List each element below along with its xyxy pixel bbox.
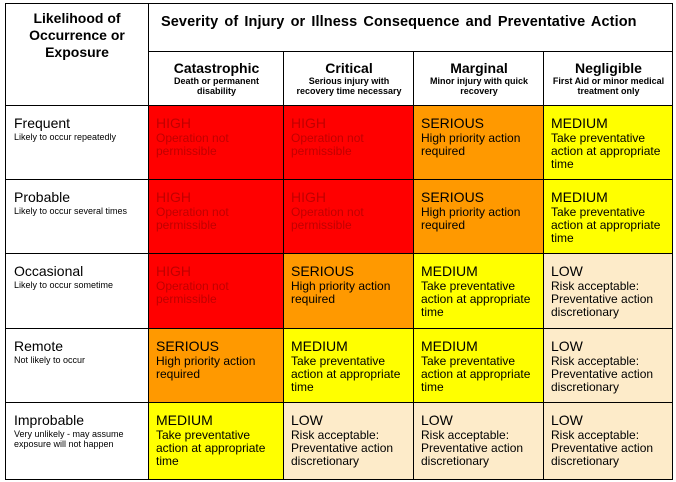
risk-action-text: Risk acceptable: Preventative action dis… [551, 279, 654, 319]
risk-action-text: Risk acceptable: Preventative action dis… [421, 428, 524, 468]
likelihood-name: Improbable [14, 412, 85, 428]
risk-level-label: MEDIUM [551, 189, 608, 205]
risk-action-text: Take preventative action at appropriate … [156, 428, 266, 468]
risk-action-text: High priority action required [156, 354, 256, 381]
likelihood-row-improbable: Improbable Very unlikely - may assume exp… [5, 402, 673, 480]
risk-matrix-body: Frequent Likely to occur repeatedly HIGH Op… [5, 105, 673, 480]
risk-cell-high: HIGH Operation not permissible [148, 105, 284, 180]
risk-level-label: HIGH [291, 115, 326, 131]
risk-level-label: LOW [291, 412, 323, 428]
risk-action-text: Operation not permissible [291, 131, 364, 158]
likelihood-header: Likelihood of Occurrence or Exposure [5, 3, 149, 106]
likelihood-description: Not likely to occur [14, 355, 86, 365]
risk-level-label: SERIOUS [156, 338, 220, 354]
severity-catastrophic: Catastrophic Death or permanent disabili… [148, 51, 284, 106]
risk-level-label: HIGH [156, 189, 191, 205]
severity-marginal: Marginal Minor injury with quick recover… [413, 51, 544, 106]
risk-cell-medium: MEDIUM Take preventative action at approp… [543, 105, 673, 180]
risk-level-label: MEDIUM [421, 263, 478, 279]
risk-cell-medium: MEDIUM Take preventative action at approp… [413, 328, 544, 403]
risk-cell-high: HIGH Operation not permissible [148, 253, 284, 329]
likelihood-name: Remote [14, 338, 64, 354]
risk-cell-low: LOW Risk acceptable: Preventative action … [283, 402, 414, 480]
likelihood-description: Likely to occur sometime [14, 280, 114, 290]
likelihood-occasional: Occasional Likely to occur sometime [5, 253, 149, 329]
risk-action-text: Take preventative action at appropriate … [291, 354, 401, 394]
risk-cell-serious: SERIOUS High priority action required [283, 253, 414, 329]
risk-cell-serious: SERIOUS High priority action required [413, 179, 544, 254]
likelihood-name: Probable [14, 189, 71, 205]
risk-level-label: HIGH [291, 189, 326, 205]
severity-description: Minor injury with quick recovery [429, 76, 528, 96]
severity-name: Negligible [575, 60, 642, 76]
risk-level-label: SERIOUS [421, 115, 485, 131]
risk-cell-high: HIGH Operation not permissible [283, 105, 414, 180]
risk-cell-high: HIGH Operation not permissible [283, 179, 414, 254]
risk-cell-serious: SERIOUS High priority action required [148, 328, 284, 403]
likelihood-description: Very unlikely - may assume exposure will… [14, 429, 124, 449]
likelihood-probable: Probable Likely to occur several times [5, 179, 149, 254]
likelihood-frequent: Frequent Likely to occur repeatedly [5, 105, 149, 180]
risk-action-text: High priority action required [421, 131, 521, 158]
severity-name: Catastrophic [173, 60, 260, 76]
likelihood-name: Frequent [14, 115, 71, 131]
risk-level-label: MEDIUM [291, 338, 348, 354]
likelihood-description: Likely to occur repeatedly [14, 132, 117, 142]
likelihood-improbable: Improbable Very unlikely - may assume exp… [5, 402, 149, 480]
risk-cell-medium: MEDIUM Take preventative action at approp… [148, 402, 284, 480]
severity-description: First Aid or minor medical treatment onl… [552, 76, 665, 96]
risk-cell-low: LOW Risk acceptable: Preventative action … [543, 253, 673, 329]
risk-action-text: Take preventative action at appropriate … [421, 354, 531, 394]
risk-cell-serious: SERIOUS High priority action required [413, 105, 544, 180]
likelihood-name: Occasional [14, 263, 84, 279]
risk-level-label: MEDIUM [421, 338, 478, 354]
likelihood-row-occasional: Occasional Likely to occur sometime HIGH Op… [5, 253, 673, 329]
severity-name: Marginal [450, 60, 508, 76]
risk-action-text: Take preventative action at appropriate … [551, 205, 661, 245]
risk-matrix-table: Likelihood of Occurrence or Exposure Sev… [5, 3, 673, 480]
risk-cell-medium: MEDIUM Take preventative action at approp… [413, 253, 544, 329]
severity-description: Serious injury with recovery time necess… [296, 76, 402, 96]
risk-action-text: Operation not permissible [156, 131, 229, 158]
risk-level-label: SERIOUS [291, 263, 355, 279]
risk-action-text: Take preventative action at appropriate … [421, 279, 531, 319]
risk-action-text: High priority action required [291, 279, 391, 306]
likelihood-remote: Remote Not likely to occur [5, 328, 149, 403]
risk-action-text: High priority action required [421, 205, 521, 232]
risk-level-label: HIGH [156, 263, 191, 279]
severity-description: Death or permanent disability [173, 76, 260, 96]
risk-cell-low: LOW Risk acceptable: Preventative action … [413, 402, 544, 480]
risk-level-label: MEDIUM [156, 412, 213, 428]
risk-action-text: Take preventative action at appropriate … [551, 131, 661, 171]
risk-action-text: Operation not permissible [156, 279, 229, 306]
risk-level-label: LOW [551, 338, 583, 354]
risk-level-label: HIGH [156, 115, 191, 131]
risk-action-text: Risk acceptable: Preventative action dis… [291, 428, 394, 468]
risk-level-label: LOW [551, 263, 583, 279]
risk-action-text: Operation not permissible [156, 205, 229, 232]
risk-cell-medium: MEDIUM Take preventative action at approp… [543, 179, 673, 254]
likelihood-row-frequent: Frequent Likely to occur repeatedly HIGH Op… [5, 105, 673, 180]
risk-cell-low: LOW Risk acceptable: Preventative action … [543, 402, 673, 480]
severity-header: Severity of Injury or Illness Consequenc… [148, 3, 673, 52]
risk-level-label: SERIOUS [421, 189, 485, 205]
risk-cell-medium: MEDIUM Take preventative action at approp… [283, 328, 414, 403]
risk-level-label: LOW [551, 412, 583, 428]
severity-critical: Critical Serious injury with recovery ti… [283, 51, 414, 106]
risk-action-text: Operation not permissible [291, 205, 364, 232]
likelihood-row-probable: Probable Likely to occur several times HIG… [5, 179, 673, 254]
risk-action-text: Risk acceptable: Preventative action dis… [551, 354, 654, 394]
likelihood-row-remote: Remote Not likely to occur SERIOUS High pri… [5, 328, 673, 403]
severity-name: Critical [325, 60, 373, 76]
risk-level-label: LOW [421, 412, 453, 428]
risk-cell-low: LOW Risk acceptable: Preventative action … [543, 328, 673, 403]
risk-cell-high: HIGH Operation not permissible [148, 179, 284, 254]
severity-negligible: Negligible First Aid or minor medical tr… [543, 51, 673, 106]
likelihood-description: Likely to occur several times [14, 206, 128, 216]
risk-action-text: Risk acceptable: Preventative action dis… [551, 428, 654, 468]
risk-level-label: MEDIUM [551, 115, 608, 131]
